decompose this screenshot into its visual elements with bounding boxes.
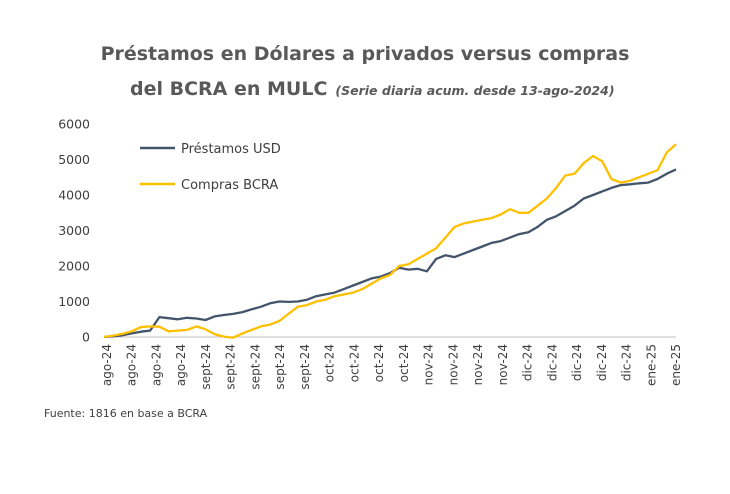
y-tick-label: 1000 [58,294,90,309]
x-tick-label: oct-24 [347,344,361,382]
legend: Préstamos USD Compras BCRA [140,142,281,193]
series-line-prestamos [103,168,677,339]
x-tick-label: dic-24 [570,344,584,381]
x-tick-label: dic-24 [620,344,634,381]
y-tick-label: 0 [82,330,90,345]
series-line-compras [103,143,677,339]
x-tick-label: sept-24 [199,344,213,390]
y-tick-label: 6000 [58,117,90,132]
y-tick-label: 5000 [58,152,90,167]
x-tick-label: ago-24 [100,344,114,386]
x-tick-label: nov-24 [422,344,436,385]
x-tick-label: ago-24 [174,344,188,386]
chart-subtitle: (Serie diaria acum. desde 13-ago-2024) [335,83,614,98]
x-tick-label: ago-24 [149,344,163,386]
x-tick-label: sept-24 [248,344,262,390]
x-tick-label: dic-24 [545,344,559,381]
chart-title-line1: Préstamos en Dólares a privados versus c… [101,43,630,65]
x-tick-label: nov-24 [471,344,485,385]
legend-label-prestamos: Préstamos USD [181,142,281,157]
x-tick-label: dic-24 [595,344,609,381]
legend-label-compras: Compras BCRA [181,178,278,193]
x-tick-label: sept-24 [273,344,287,390]
x-tick-label: ago-24 [125,344,139,386]
series-layer [103,143,677,339]
x-tick-label: ene-25 [644,344,658,386]
chart-title-line2: del BCRA en MULC (Serie diaria acum. desd… [130,78,615,100]
x-tick-label: oct-24 [397,344,411,382]
y-tick-label: 3000 [58,223,90,238]
x-tick-label: dic-24 [521,344,535,381]
x-tick-label: sept-24 [298,344,312,390]
x-tick-label: nov-24 [496,344,510,385]
y-tick-label: 4000 [58,188,90,203]
x-tick-label: oct-24 [323,344,337,382]
x-axis: ago-24 ago-24 ago-24 ago-24 sept-24 sept-24 se… [100,344,683,390]
y-axis: 0 1000 2000 3000 4000 5000 6000 [58,117,90,345]
y-tick-label: 2000 [58,259,90,274]
x-tick-label: sept-24 [224,344,238,390]
x-tick-label: nov-24 [446,344,460,385]
x-tick-label: ene-25 [669,344,683,386]
x-tick-label: oct-24 [372,344,386,382]
source-note: Fuente: 1816 en base a BCRA [44,407,208,420]
